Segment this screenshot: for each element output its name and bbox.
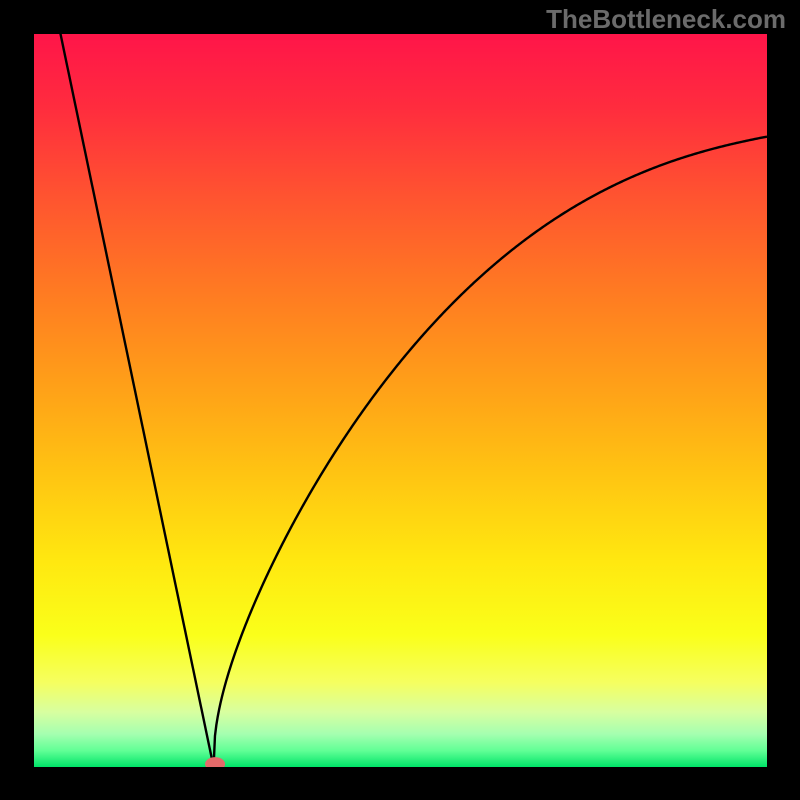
plot-area	[34, 34, 767, 767]
watermark-text: TheBottleneck.com	[546, 4, 786, 35]
plot-svg	[34, 34, 767, 767]
gradient-background	[34, 34, 767, 767]
